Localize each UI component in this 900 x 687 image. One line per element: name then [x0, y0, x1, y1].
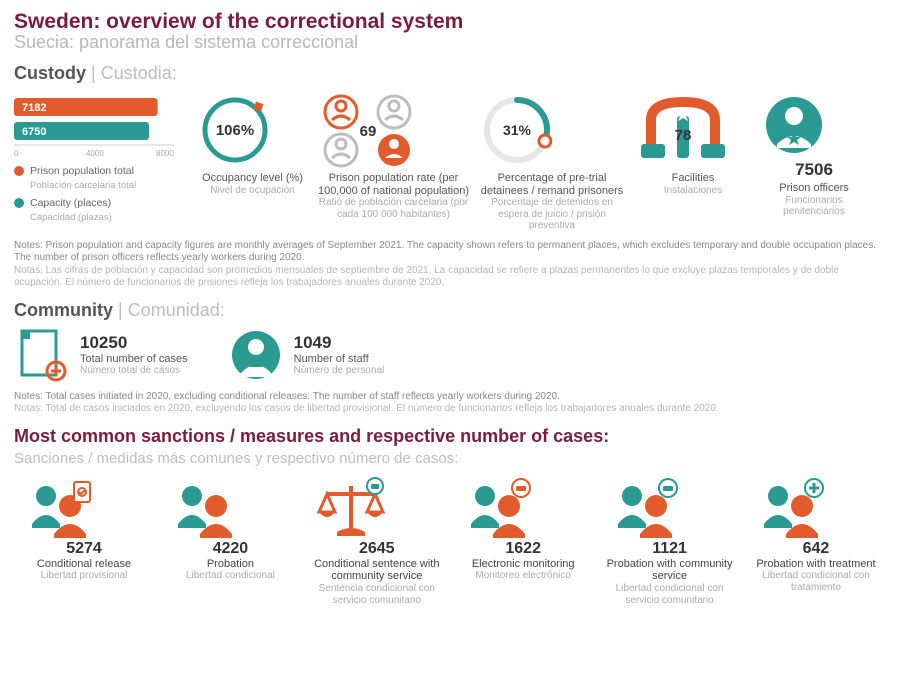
pretrial-donut-icon: 31% — [477, 90, 557, 170]
sanction-item: 2645Conditional sentence with community … — [307, 476, 447, 606]
sanction-value: 2645 — [307, 540, 447, 558]
facilities-label-es: Instalaciones — [633, 185, 753, 197]
title-en: Sweden: overview of the correctional sys… — [14, 10, 886, 34]
sanction-label-en: Electronic monitoring — [453, 558, 593, 571]
sanction-label-en: Probation with treatment — [746, 558, 886, 571]
community-heading: Community | Comunidad: — [14, 300, 886, 321]
community-cases-label-es: Número total de casos — [80, 365, 188, 376]
sanction-icon — [160, 476, 248, 540]
occupancy-metric: 106% Occupancy level (%) Nivel de ocupac… — [195, 90, 310, 196]
svg-text:7182: 7182 — [22, 102, 46, 114]
sanction-icon — [746, 476, 834, 540]
legend-dot-orange — [14, 166, 24, 176]
sanction-label-en: Probation with community service — [600, 558, 740, 583]
sanction-icon — [453, 476, 541, 540]
sanction-item: 1622Electronic monitoringMonitoreo elect… — [453, 476, 593, 606]
sanction-value: 4220 — [160, 540, 300, 558]
pretrial-metric: 31% Percentage of pre-trial detainees / … — [477, 90, 627, 232]
svg-text:0: 0 — [14, 149, 19, 158]
community-heading-en: Community — [14, 300, 113, 320]
custody-notes-en: Notes: Prison population and capacity fi… — [14, 240, 886, 265]
officers-label-es: Funcionarios penitenciarios — [759, 195, 869, 218]
facilities-label-en: Facilities — [633, 172, 753, 185]
sanctions-heading-es: Sanciones / medidas más comunes y respec… — [14, 450, 458, 467]
community-staff-label-es: Número de personal — [294, 365, 385, 376]
document-icon — [14, 327, 70, 383]
rate-label-es: Ratio de población carcelaria (por cada … — [316, 197, 471, 220]
officer-icon — [759, 90, 829, 160]
bar-chart-block: 7182 6750 0 4000 8000 Prison population … — [14, 90, 189, 224]
sanction-label-es: Monitoreo electrónico — [453, 570, 593, 582]
community-notes-es: Notas: Total de casos iniciados en 2020,… — [14, 403, 886, 416]
sanction-item: 5274Conditional releaseLibertad provisio… — [14, 476, 154, 606]
sanction-item: 642Probation with treatmentLibertad cond… — [746, 476, 886, 606]
sanction-item: 1121Probation with community serviceLibe… — [600, 476, 740, 606]
officers-value: 7506 — [759, 160, 869, 180]
svg-text:8000: 8000 — [156, 149, 174, 158]
sanction-icon — [307, 476, 395, 540]
bar-chart: 7182 6750 0 4000 8000 — [14, 90, 184, 160]
occupancy-donut-icon: 106% — [195, 90, 275, 170]
pretrial-label-es: Porcentaje de detenidos en espera de jui… — [477, 197, 627, 232]
svg-text:106%: 106% — [216, 122, 254, 139]
occupancy-label-en: Occupancy level (%) — [195, 172, 310, 185]
sanctions-heading-en: Most common sanctions / measures and res… — [14, 426, 609, 446]
community-cases: 10250 Total number of cases Número total… — [14, 327, 188, 383]
community-staff-label-en: Number of staff — [294, 353, 385, 365]
legend-pop-en: Prison population total — [30, 165, 134, 177]
legend-cap-es: Capacidad (plazas) — [30, 211, 112, 224]
community-notes-en: Notes: Total cases initiated in 2020, ex… — [14, 391, 886, 404]
community-staff: 1049 Number of staff Número de personal — [228, 327, 385, 383]
svg-text:6750: 6750 — [22, 126, 46, 138]
officers-label-en: Prison officers — [759, 182, 869, 195]
svg-text:31%: 31% — [503, 122, 532, 138]
svg-text:4000: 4000 — [86, 149, 104, 158]
sanction-value: 5274 — [14, 540, 154, 558]
occupancy-label-es: Nivel de ocupación — [195, 185, 310, 197]
legend-pop-es: Población carcelaria total — [30, 179, 136, 192]
sanction-icon — [600, 476, 688, 540]
sanction-label-en: Conditional release — [14, 558, 154, 571]
community-heading-es: Comunidad: — [128, 300, 225, 320]
custody-heading: Custody | Custodia: — [14, 63, 886, 84]
sanction-value: 1121 — [600, 540, 740, 558]
sanction-value: 642 — [746, 540, 886, 558]
sanction-label-es: Libertad provisional — [14, 570, 154, 582]
rate-metric: 69 Prison population rate (per 100,000 o… — [316, 90, 471, 220]
community-staff-value: 1049 — [294, 333, 385, 353]
custody-heading-es: Custodia: — [101, 63, 177, 83]
facilities-metric: 78 Facilities Instalaciones — [633, 90, 753, 196]
sanction-label-en: Probation — [160, 558, 300, 571]
facility-icon: 78 — [633, 90, 733, 170]
sanction-label-es: Libertad condicional con tratamiento — [746, 570, 886, 593]
custody-heading-en: Custody — [14, 63, 86, 83]
sanction-label-es: Libertad condicional con servicio comuni… — [600, 583, 740, 606]
custody-notes-es: Notas: Las cifras de población y capacid… — [14, 265, 886, 290]
staff-icon — [228, 327, 284, 383]
sanction-label-en: Conditional sentence with community serv… — [307, 558, 447, 583]
community-cases-value: 10250 — [80, 333, 188, 353]
sanction-label-es: Libertad condicional — [160, 570, 300, 582]
community-cases-label-en: Total number of cases — [80, 353, 188, 365]
sanction-value: 1622 — [453, 540, 593, 558]
pretrial-label-en: Percentage of pre-trial detainees / rema… — [477, 172, 627, 197]
title-es: Suecia: panorama del sistema correcciona… — [14, 32, 886, 53]
svg-text:78: 78 — [675, 127, 692, 144]
sanction-item: 4220ProbationLibertad condicional — [160, 476, 300, 606]
sanction-icon — [14, 476, 102, 540]
sanction-label-es: Sentencia condicional con servicio comun… — [307, 583, 447, 606]
legend-cap-en: Capacity (places) — [30, 197, 111, 209]
custody-notes: Notes: Prison population and capacity fi… — [14, 240, 886, 290]
sanctions-heading: Most common sanctions / measures and res… — [14, 426, 886, 468]
sanctions-row: 5274Conditional releaseLibertad provisio… — [14, 476, 886, 606]
people-cluster-icon: 69 — [316, 90, 426, 170]
legend-dot-teal — [14, 198, 24, 208]
rate-label-en: Prison population rate (per 100,000 of n… — [316, 172, 471, 197]
community-notes: Notes: Total cases initiated in 2020, ex… — [14, 391, 886, 416]
officers-metric: 7506 Prison officers Funcionarios penite… — [759, 90, 869, 218]
svg-text:69: 69 — [360, 123, 377, 140]
